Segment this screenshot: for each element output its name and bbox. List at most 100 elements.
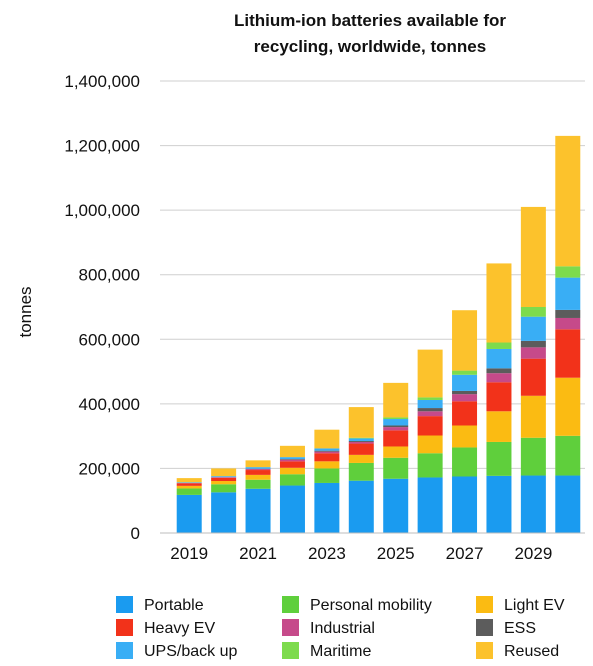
legend-swatch — [116, 642, 133, 659]
legend-swatch — [282, 596, 299, 613]
bar-segment — [555, 317, 581, 330]
y-tick-label: 800,000 — [79, 266, 140, 285]
bar-segment — [417, 408, 443, 412]
bar-segment — [417, 399, 443, 409]
legend-item: UPS/back up — [116, 642, 237, 660]
bar-segment — [348, 454, 374, 463]
bar-segment — [555, 309, 581, 318]
bar-segment — [348, 440, 374, 442]
bar-segment — [555, 377, 581, 436]
y-tick-label: 200,000 — [79, 459, 140, 478]
bar-segment — [348, 480, 374, 533]
bar-segment — [176, 485, 202, 489]
legend-swatch — [476, 619, 493, 636]
bar-segment — [520, 437, 546, 476]
bar-segment — [417, 453, 443, 478]
bar-segment — [520, 340, 546, 348]
bar-segment — [245, 460, 271, 468]
legend-label: Reused — [504, 643, 559, 660]
bar-segment — [417, 416, 443, 436]
legend-swatch — [476, 596, 493, 613]
bar-segment — [383, 478, 409, 533]
legend-label: Light EV — [504, 597, 565, 614]
y-tick-label: 600,000 — [79, 330, 140, 349]
legend-label: Maritime — [310, 643, 371, 660]
legend-item: Heavy EV — [116, 619, 215, 637]
bar-segment — [555, 277, 581, 310]
bar-segment — [211, 492, 237, 533]
bar-segment — [348, 441, 374, 444]
legend: Portable Personal mobility Light EV Heavy E… — [116, 596, 565, 660]
bar-segment — [555, 266, 581, 278]
bar-segment — [520, 206, 546, 307]
x-tick-label: 2029 — [514, 544, 552, 563]
bar-segment — [452, 447, 478, 477]
bar-segment — [520, 316, 546, 341]
bar-segment — [314, 448, 340, 451]
legend-label: Portable — [144, 597, 204, 614]
legend-swatch — [116, 596, 133, 613]
bar-segment — [176, 482, 202, 483]
y-tick-label: 1,400,000 — [64, 72, 140, 91]
bars — [176, 135, 581, 533]
legend-swatch — [116, 619, 133, 636]
bar-segment — [486, 263, 512, 343]
bar-segment — [383, 430, 409, 447]
legend-item: Reused — [476, 642, 559, 660]
legend-swatch — [282, 642, 299, 659]
bar-segment — [314, 429, 340, 449]
legend-label: UPS/back up — [144, 643, 237, 660]
bar-segment — [314, 451, 340, 454]
bar-segment — [176, 488, 202, 495]
bar-segment — [314, 450, 340, 452]
bar-segment — [314, 453, 340, 462]
chart-title-line-1: Lithium-ion batteries available for — [234, 11, 506, 30]
bar-segment — [555, 329, 581, 378]
bar-segment — [279, 474, 305, 486]
bar-segment — [452, 374, 478, 391]
y-tick-label: 1,000,000 — [64, 201, 140, 220]
bar-segment — [383, 417, 409, 420]
bar-segment — [211, 477, 237, 482]
bar-segment — [176, 478, 202, 483]
bar-segment — [279, 445, 305, 458]
legend-item: Industrial — [282, 619, 375, 637]
legend-item: Maritime — [282, 642, 371, 660]
bar-segment — [245, 470, 271, 475]
bar-segment — [452, 370, 478, 375]
bar-segment — [383, 427, 409, 431]
y-tick-label: 400,000 — [79, 395, 140, 414]
bar-segment — [486, 411, 512, 442]
bar-segment — [211, 468, 237, 477]
x-tick-label: 2027 — [446, 544, 484, 563]
legend-label: Personal mobility — [310, 597, 432, 614]
bar-segment — [452, 310, 478, 371]
bar-segment — [486, 441, 512, 476]
bar-segment — [452, 390, 478, 395]
bar-segment — [245, 467, 271, 469]
bar-segment — [486, 342, 512, 349]
bar-segment — [452, 425, 478, 448]
gridlines — [160, 80, 585, 469]
x-tick-label: 2019 — [170, 544, 208, 563]
bar-segment — [348, 443, 374, 455]
bar-segment — [279, 459, 305, 462]
bar-segment — [211, 477, 237, 478]
y-axis-ticks: 0 200,000 400,000 600,000 800,000 1,000,000 1,… — [64, 72, 140, 543]
legend-label: ESS — [504, 620, 536, 637]
bar-segment — [245, 469, 271, 471]
bar-segment — [314, 482, 340, 533]
bar-segment — [417, 435, 443, 454]
y-axis-label: tonnes — [16, 286, 35, 337]
bar-segment — [279, 459, 305, 460]
bar-segment — [245, 474, 271, 480]
legend-item: Portable — [116, 596, 204, 614]
y-tick-label: 1,200,000 — [64, 137, 140, 156]
bar-segment — [520, 347, 546, 359]
bar-segment — [314, 468, 340, 483]
bar-segment — [452, 394, 478, 402]
bar-segment — [486, 382, 512, 412]
bar-segment — [520, 307, 546, 317]
y-tick-label: 0 — [131, 524, 140, 543]
